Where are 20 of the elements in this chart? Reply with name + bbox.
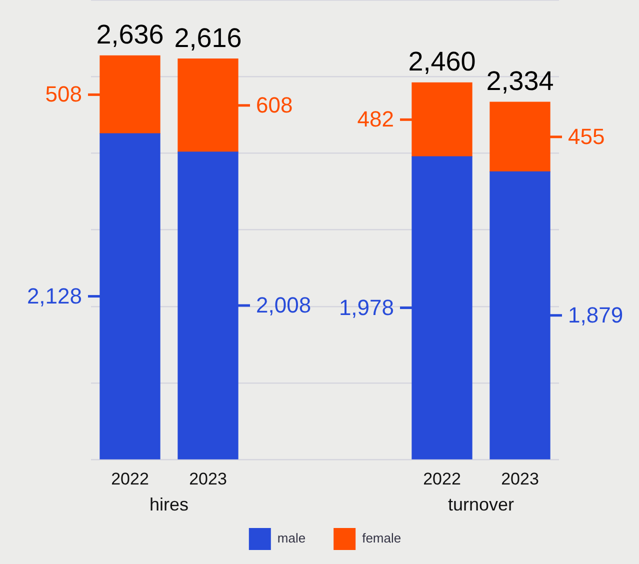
x-tick-label: 2022 [111,469,149,488]
x-tick-label: 2022 [423,469,461,488]
legend-label: female [362,530,402,546]
legend-label: male [277,530,306,546]
total-label: 2,636 [96,20,164,50]
text: hires [149,494,189,515]
data-label: 455 [568,124,605,149]
x-tick-label: 2023 [501,469,539,488]
data-label: 1,879 [568,302,624,328]
data-label: 608 [256,92,293,118]
data-label: 482 [357,106,394,132]
text: turnover [448,494,514,515]
data-label: 508 [45,82,82,107]
total-label: 2,616 [174,22,242,53]
data-label: 2,128 [26,283,82,308]
total-label: 2,460 [408,46,476,77]
data-label: 1,978 [338,294,394,320]
x-tick-label: 2023 [189,469,227,488]
data-label: 2,008 [256,292,312,318]
total-label: 2,334 [486,66,554,96]
